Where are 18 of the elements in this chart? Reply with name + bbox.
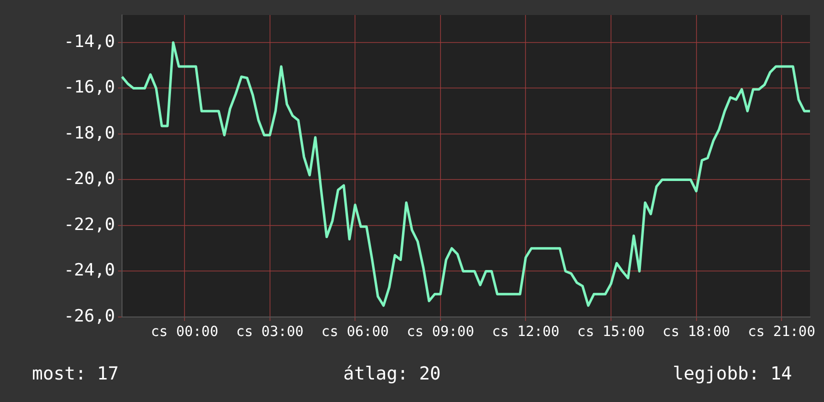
text: átlag: 20 (343, 364, 441, 385)
y-tick-label: -14,0 (64, 32, 115, 52)
x-tick-label: cs 21:00 (748, 324, 816, 340)
x-tick-label: cs 00:00 (150, 324, 218, 340)
y-tick-label: -20,0 (64, 169, 115, 190)
y-tick-label: -16,0 (64, 78, 115, 98)
text: most: 17 (32, 364, 119, 385)
x-tick-label: cs 12:00 (492, 324, 560, 340)
x-tick-label: cs 18:00 (662, 324, 730, 340)
x-tick-label: cs 09:00 (406, 324, 474, 340)
x-tick-label: cs 06:00 (321, 324, 389, 340)
y-tick-label: -24,0 (64, 260, 115, 281)
text: legjobb: 14 (672, 364, 792, 385)
x-tick-label: cs 15:00 (577, 324, 645, 340)
y-tick-label: -22,0 (64, 214, 115, 235)
y-tick-label: -26,0 (64, 306, 115, 326)
x-tick-label: cs 03:00 (236, 324, 304, 340)
y-tick-label: -18,0 (64, 123, 115, 144)
